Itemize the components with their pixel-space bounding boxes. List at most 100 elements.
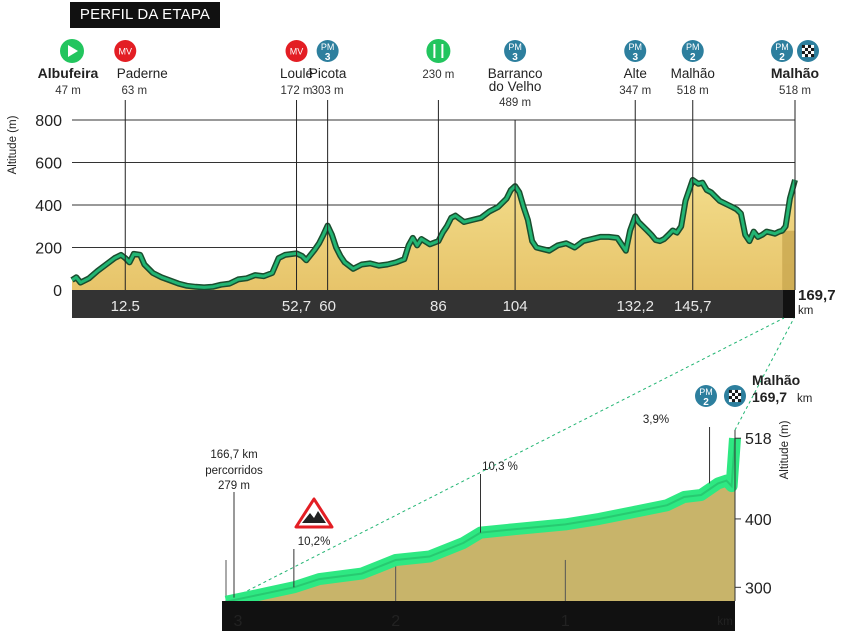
waypoint-altitude: 172 m bbox=[281, 85, 313, 97]
climb-start-label: 166,7 km bbox=[210, 449, 257, 461]
waypoint-name: Malhão bbox=[771, 65, 819, 81]
pm-badge-text: PM bbox=[508, 42, 522, 52]
mountain-prize-icon: PM3 bbox=[624, 40, 647, 63]
pm-badge-cat: 3 bbox=[512, 52, 518, 63]
mountain-prize-icon: PM2 bbox=[681, 40, 704, 63]
total-distance-unit: km bbox=[798, 305, 813, 317]
km-bar bbox=[72, 290, 795, 318]
finish-flag-icon bbox=[797, 40, 819, 62]
mv-badge-text: MV bbox=[119, 47, 133, 57]
pm-badge-cat: 3 bbox=[325, 52, 331, 63]
km-bar-end bbox=[783, 290, 795, 318]
checker-square bbox=[808, 54, 812, 58]
gradient-label: 10,3 % bbox=[482, 461, 518, 473]
mv-badge-circle bbox=[114, 40, 137, 62]
climb-km-bar bbox=[222, 601, 735, 631]
checker-square bbox=[738, 399, 742, 403]
climb-start-label2: percorridos bbox=[205, 465, 263, 477]
y-tick-label: 200 bbox=[35, 241, 62, 258]
waypoint-name: Malhão bbox=[671, 66, 715, 81]
checker-square bbox=[808, 51, 812, 55]
climb-band bbox=[224, 437, 741, 608]
waypoint-altitude: 303 m bbox=[312, 85, 344, 97]
checker-square bbox=[811, 54, 815, 58]
zoom-connector bbox=[225, 317, 785, 603]
waypoint-altitude: 489 m bbox=[499, 97, 531, 109]
climb-start-alt: 279 m bbox=[218, 480, 250, 492]
knife bbox=[441, 44, 444, 58]
mv-sprint-icon: MV bbox=[114, 40, 137, 62]
checker-square bbox=[811, 51, 815, 55]
mountain-prize-icon: PM2 bbox=[771, 40, 793, 63]
km-mark-label: 60 bbox=[319, 298, 336, 315]
final-climb-shade bbox=[782, 230, 795, 290]
mountain-prize-icon: PM2 bbox=[695, 385, 717, 408]
waypoint-name: Loulé bbox=[280, 66, 313, 81]
checker-square bbox=[731, 396, 735, 400]
warning-icon bbox=[294, 497, 334, 529]
feed-circle bbox=[426, 39, 451, 63]
km-mark-label: 145,7 bbox=[674, 298, 712, 315]
finish-flag-icon bbox=[724, 385, 746, 407]
feed-zone-icon bbox=[426, 39, 451, 63]
climb-y-axis-label: Altitude (m) bbox=[779, 420, 791, 479]
climb-km-label: 3 bbox=[234, 613, 243, 630]
checker-square bbox=[804, 51, 808, 55]
climb-title-km: 169,7 bbox=[752, 389, 787, 405]
waypoint-altitude: 230 m bbox=[422, 69, 454, 81]
checker-square bbox=[728, 392, 732, 396]
climb-km-label: 1 bbox=[561, 613, 570, 630]
waypoint-altitude: 347 m bbox=[619, 85, 651, 97]
waypoint-name-line2: do Velho bbox=[489, 79, 542, 94]
checker-square bbox=[728, 396, 732, 400]
km-mark-label: 104 bbox=[503, 298, 528, 315]
mv-sprint-icon: MV bbox=[285, 40, 308, 62]
checker-square bbox=[738, 392, 742, 396]
climb-title: Malhão bbox=[752, 372, 800, 388]
checker-square bbox=[735, 392, 739, 396]
pm-badge-circle bbox=[504, 40, 527, 62]
pm-badge-cat: 2 bbox=[703, 397, 709, 408]
checker-square bbox=[731, 392, 735, 396]
climb-y-tick-label: 300 bbox=[745, 580, 772, 597]
km-mark-label: 12.5 bbox=[111, 298, 140, 315]
waypoint-altitude: 518 m bbox=[779, 85, 811, 97]
checker-square bbox=[801, 54, 805, 58]
mountain-prize-icon: PM3 bbox=[316, 40, 339, 63]
total-distance: 169,7 bbox=[798, 287, 836, 304]
checker-square bbox=[808, 44, 812, 48]
y-axis-label: Altitude (m) bbox=[7, 115, 19, 174]
checker-square bbox=[804, 47, 808, 51]
pm-badge-cat: 3 bbox=[632, 52, 638, 63]
warning-glyph bbox=[302, 511, 326, 523]
waypoint-name: Picota bbox=[309, 66, 347, 81]
mv-badge-circle bbox=[285, 40, 308, 62]
profile-line bbox=[71, 178, 797, 289]
checker-square bbox=[811, 44, 815, 48]
pm-badge-text: PM bbox=[628, 42, 642, 52]
climb-km-label: 2 bbox=[391, 613, 400, 630]
start-triangle bbox=[68, 45, 78, 57]
y-tick-label: 0 bbox=[53, 283, 62, 300]
checker-square bbox=[731, 399, 735, 403]
checker-square bbox=[728, 389, 732, 393]
y-tick-label: 600 bbox=[35, 156, 62, 173]
checker-square bbox=[808, 47, 812, 51]
checker-square bbox=[728, 399, 732, 403]
pm-badge-circle bbox=[681, 40, 704, 62]
pm-badge-text: PM bbox=[775, 42, 789, 52]
profile-area bbox=[72, 179, 795, 290]
pm-badge-circle bbox=[771, 40, 793, 62]
pm-badge-text: PM bbox=[686, 42, 700, 52]
pm-badge-circle bbox=[624, 40, 647, 62]
waypoint-altitude: 63 m bbox=[121, 85, 147, 97]
mountain-prize-icon: PM3 bbox=[504, 40, 527, 63]
checker-square bbox=[811, 47, 815, 51]
pm-badge-circle bbox=[695, 385, 717, 407]
pm-badge-text: PM bbox=[699, 387, 713, 397]
climb-area bbox=[226, 438, 735, 602]
gradient-label: 3,9% bbox=[643, 414, 669, 426]
pm-badge-text: PM bbox=[321, 42, 335, 52]
mv-badge-text: MV bbox=[290, 47, 304, 57]
